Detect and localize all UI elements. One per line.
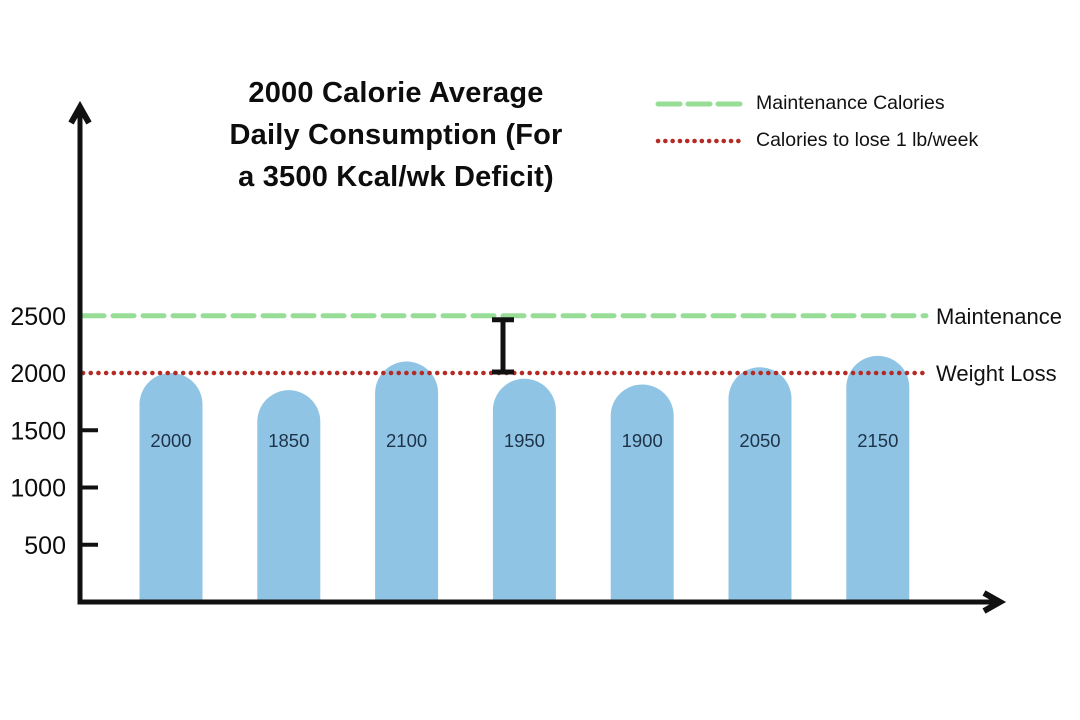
reference-line-label: Weight Loss <box>936 361 1057 386</box>
title-line-3: a 3500 Kcal/wk Deficit) <box>238 161 554 193</box>
bar-value-label: 1950 <box>504 430 545 451</box>
bar <box>728 367 792 602</box>
legend-item: Calories to lose 1 lb/week <box>655 122 978 159</box>
bar-value-label: 2000 <box>150 430 191 451</box>
bar-value-label: 2100 <box>386 430 427 451</box>
title-line-2: Daily Consumption (For <box>229 119 563 151</box>
bar <box>846 355 910 602</box>
y-axis-tick-label: 1000 <box>10 475 66 503</box>
bar <box>610 384 674 602</box>
deficit-error-bar <box>492 317 514 375</box>
y-axis-tick-label: 1500 <box>10 417 66 445</box>
legend-label: Maintenance Calories <box>756 92 945 114</box>
y-axis-arrowhead <box>68 100 92 125</box>
bar-value-label: 1900 <box>622 430 663 451</box>
bar <box>375 361 439 602</box>
legend-item: Maintenance Calories <box>655 85 978 122</box>
legend-label: Calories to lose 1 lb/week <box>756 129 979 151</box>
bar <box>492 378 556 602</box>
legend: Maintenance Calories Calories to lose 1 l… <box>655 85 978 159</box>
dotted-line-swatch <box>655 138 743 143</box>
y-axis-tick-label: 2000 <box>10 360 66 388</box>
bar-value-label: 2150 <box>857 430 898 451</box>
x-axis-arrowhead <box>982 590 1007 614</box>
chart-title: 2000 Calorie Average Daily Consumption (… <box>150 72 642 198</box>
reference-line-label: Maintenance <box>936 304 1062 329</box>
bar-value-label: 1850 <box>268 430 309 451</box>
dashed-line-swatch <box>655 101 743 106</box>
bar <box>257 390 321 602</box>
y-axis-tick-label: 2500 <box>10 303 66 331</box>
title-line-1: 2000 Calorie Average <box>248 77 544 109</box>
bar-value-label: 2050 <box>739 430 780 451</box>
y-axis-tick-label: 500 <box>24 532 66 560</box>
bar <box>139 373 203 602</box>
